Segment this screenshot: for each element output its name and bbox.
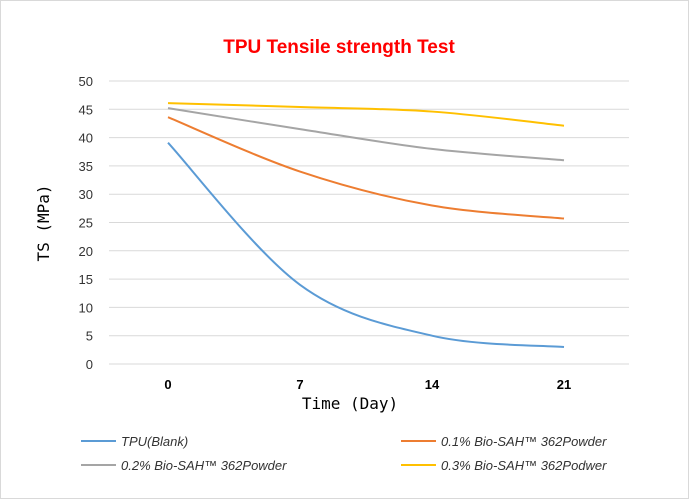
legend-item: 0.2% Bio-SAH™ 362Powder bbox=[81, 458, 287, 473]
legend-item: 0.3% Bio-SAH™ 362Podwer bbox=[401, 458, 607, 473]
x-tick-label: 14 bbox=[425, 377, 440, 392]
series-line-3 bbox=[167, 102, 565, 127]
legend-label: 0.2% Bio-SAH™ 362Powder bbox=[121, 458, 287, 473]
y-tick-label: 5 bbox=[86, 329, 93, 344]
legend-label: TPU(Blank) bbox=[121, 434, 188, 449]
y-tick-label: 0 bbox=[86, 357, 93, 372]
y-tick-label: 40 bbox=[79, 131, 93, 146]
chart-title: TPU Tensile strength Test bbox=[223, 37, 455, 58]
y-tick-label: 50 bbox=[79, 74, 93, 89]
legend-label: 0.3% Bio-SAH™ 362Podwer bbox=[441, 458, 607, 473]
y-tick-label: 35 bbox=[79, 159, 93, 174]
x-tick-label: 21 bbox=[557, 377, 571, 392]
legend-label: 0.1% Bio-SAH™ 362Powder bbox=[441, 434, 607, 449]
y-tick-label: 45 bbox=[79, 102, 93, 117]
y-axis-label: TS (MPa) bbox=[34, 184, 53, 261]
x-axis-label: Time (Day) bbox=[302, 394, 398, 413]
y-tick-label: 15 bbox=[79, 272, 93, 287]
x-tick-label: 0 bbox=[164, 377, 171, 392]
series-line-2 bbox=[167, 107, 565, 162]
legend-item: 0.1% Bio-SAH™ 362Powder bbox=[401, 434, 607, 449]
legend-item: TPU(Blank) bbox=[81, 434, 188, 449]
y-tick-label: 10 bbox=[79, 300, 93, 315]
y-tick-label: 20 bbox=[79, 244, 93, 259]
series-line-0 bbox=[167, 142, 565, 349]
y-tick-label: 25 bbox=[79, 216, 93, 231]
series-line-1 bbox=[167, 116, 565, 220]
x-tick-label: 7 bbox=[296, 377, 303, 392]
y-tick-label: 30 bbox=[79, 187, 93, 202]
